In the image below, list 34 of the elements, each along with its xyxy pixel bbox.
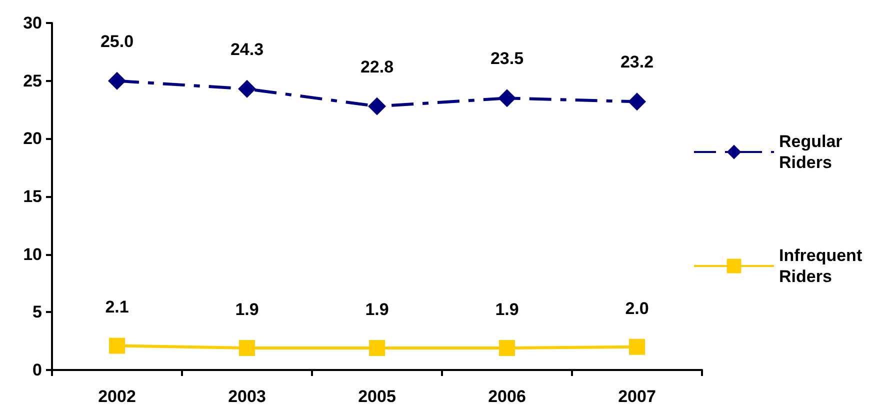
y-tick-label: 5 xyxy=(32,302,42,322)
data-label: 1.9 xyxy=(235,300,259,320)
legend-label: Infrequent Riders xyxy=(779,246,867,286)
x-tick-label: 2006 xyxy=(488,387,526,406)
y-tick-label: 15 xyxy=(23,187,42,206)
legend-label: Regular Riders xyxy=(779,132,848,172)
x-tick-label: 2002 xyxy=(98,387,136,406)
x-tick-label: 2007 xyxy=(618,387,656,406)
point xyxy=(368,97,386,116)
y-tick-label: 0 xyxy=(32,360,42,380)
x-tick-label: 2003 xyxy=(228,387,266,406)
data-label: 1.9 xyxy=(365,300,389,320)
point xyxy=(239,340,255,356)
point xyxy=(109,338,125,354)
data-label: 2.0 xyxy=(625,298,649,318)
data-label: 24.3 xyxy=(230,40,264,59)
y-tick-label: 30 xyxy=(23,14,42,32)
x-tick-label: 2005 xyxy=(358,387,396,406)
data-label: 25.0 xyxy=(100,32,134,51)
data-label: 23.2 xyxy=(620,52,654,72)
point xyxy=(499,340,515,356)
point xyxy=(498,89,516,108)
data-label: 1.9 xyxy=(495,300,519,320)
point xyxy=(629,338,645,355)
data-label: 23.5 xyxy=(490,49,524,68)
data-label: 22.8 xyxy=(360,57,394,76)
point xyxy=(108,72,126,90)
point xyxy=(369,340,385,356)
point xyxy=(238,80,256,98)
y-tick-label: 20 xyxy=(23,129,42,148)
data-label: 2.1 xyxy=(105,298,129,317)
y-tick-label: 25 xyxy=(23,71,42,90)
point xyxy=(628,92,646,111)
y-tick-label: 10 xyxy=(23,244,42,264)
